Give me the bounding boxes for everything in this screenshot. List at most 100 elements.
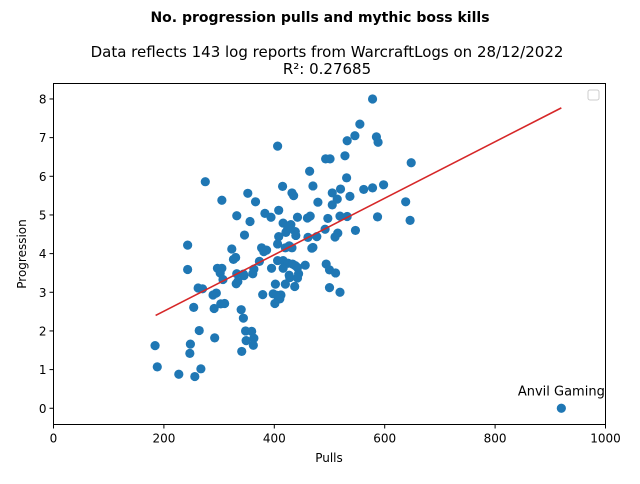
- data-point: [291, 230, 301, 241]
- data-point: [305, 166, 315, 176]
- y-tick-label: 8: [39, 92, 47, 106]
- data-point: [350, 225, 361, 236]
- data-point: [274, 232, 284, 242]
- data-point: [274, 205, 284, 215]
- x-tick-label: 600: [373, 432, 396, 446]
- data-point: [372, 212, 383, 222]
- data-point: [239, 271, 249, 281]
- data-point: [292, 273, 303, 283]
- data-point: [335, 211, 345, 221]
- data-point: [335, 184, 346, 194]
- data-point: [185, 348, 195, 358]
- data-point: [231, 279, 241, 289]
- x-axis-label: Pulls: [315, 451, 343, 465]
- data-point: [249, 333, 259, 343]
- data-point: [335, 287, 345, 297]
- data-point: [292, 212, 303, 222]
- data-point: [556, 403, 566, 413]
- data-point: [330, 232, 340, 242]
- x-tick-label: 800: [484, 432, 507, 446]
- data-point: [307, 243, 317, 253]
- data-point: [340, 151, 350, 161]
- data-point: [266, 212, 276, 222]
- data-point: [332, 194, 342, 204]
- chart-title-line-2: R²: 0.27685: [283, 60, 371, 78]
- trend-line: [155, 107, 562, 317]
- y-tick-label: 2: [39, 324, 47, 338]
- data-point: [200, 177, 210, 187]
- data-point: [183, 264, 193, 275]
- data-point: [283, 221, 293, 232]
- data-point: [258, 289, 268, 300]
- data-point: [237, 346, 247, 357]
- data-point: [270, 279, 281, 289]
- data-point: [290, 260, 300, 271]
- data-point: [232, 211, 242, 221]
- data-point: [152, 362, 162, 372]
- data-point: [247, 326, 257, 336]
- y-axis-label: Progression: [15, 219, 29, 289]
- data-point: [194, 325, 204, 336]
- data-point: [190, 371, 200, 382]
- data-point: [313, 197, 323, 207]
- plot-area: Anvil Gaming: [150, 94, 605, 413]
- data-point: [290, 281, 300, 292]
- data-point: [324, 283, 335, 293]
- data-point: [278, 263, 288, 273]
- data-point: [243, 188, 253, 198]
- data-point: [325, 154, 335, 164]
- y-tick-label: 4: [39, 247, 47, 261]
- data-point: [289, 191, 299, 201]
- data-point: [174, 369, 184, 379]
- data-point: [285, 272, 295, 283]
- y-tick-label: 0: [39, 402, 47, 416]
- data-point: [270, 298, 280, 309]
- data-point: [373, 137, 383, 147]
- data-point: [209, 303, 219, 314]
- data-point: [150, 341, 160, 351]
- data-point: [323, 213, 333, 224]
- data-point: [327, 188, 337, 198]
- data-point: [350, 131, 360, 141]
- y-tick-label: 7: [39, 131, 47, 145]
- x-tick-label: 200: [152, 432, 175, 446]
- data-point: [239, 230, 250, 240]
- data-point: [189, 302, 199, 312]
- data-point: [355, 119, 365, 129]
- data-point: [342, 136, 352, 146]
- y-tick-label: 1: [39, 363, 47, 377]
- data-point: [185, 339, 195, 349]
- data-point: [248, 269, 258, 279]
- data-point: [217, 195, 227, 205]
- data-point: [210, 333, 220, 343]
- data-point: [238, 313, 248, 323]
- data-point: [227, 244, 237, 254]
- data-point: [308, 181, 318, 191]
- chart-suptitle: No. progression pulls and mythic boss ki…: [150, 10, 489, 26]
- data-point: [345, 191, 355, 201]
- data-point: [241, 336, 251, 346]
- data-point: [273, 141, 283, 151]
- data-point: [236, 305, 246, 315]
- data-point: [330, 268, 341, 278]
- x-tick-label: 1000: [590, 432, 621, 446]
- chart-title-line-1: Data reflects 143 log reports from Warcr…: [91, 43, 564, 61]
- data-point: [266, 263, 277, 273]
- data-point: [359, 184, 369, 195]
- data-point: [280, 279, 290, 289]
- data-point: [277, 181, 288, 191]
- data-point: [261, 245, 272, 255]
- data-point: [342, 173, 352, 183]
- y-tick-label: 6: [39, 170, 47, 184]
- data-point: [305, 211, 315, 221]
- x-tick-label: 0: [50, 432, 58, 446]
- axis-ticks: 0 200 400 600 800 1000 0 1 2 3 4 5 6 7 8: [39, 92, 621, 445]
- data-point: [378, 180, 389, 190]
- data-point: [196, 364, 206, 374]
- y-tick-label: 3: [39, 286, 47, 300]
- data-point: [300, 260, 310, 270]
- data-point: [248, 340, 258, 350]
- data-point: [406, 158, 416, 168]
